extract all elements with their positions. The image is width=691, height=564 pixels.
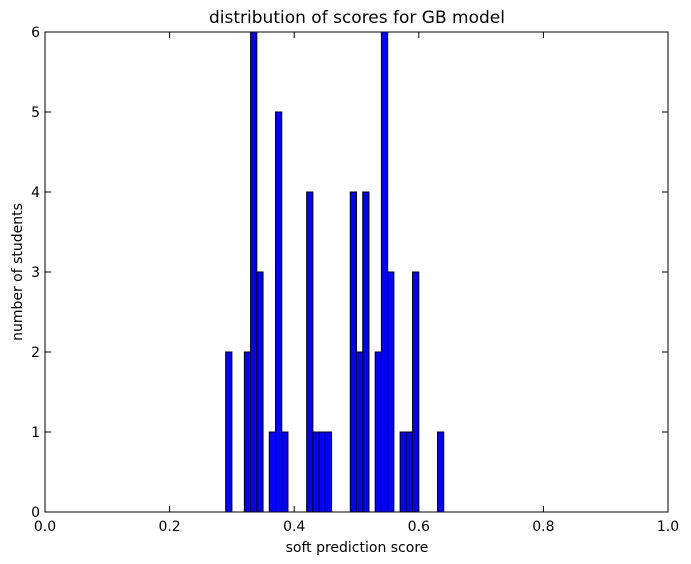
plot-frame xyxy=(44,31,669,513)
histogram-bar-1 xyxy=(243,351,252,513)
y-tick-label-1: 1 xyxy=(31,425,40,441)
y-tick-label-5: 5 xyxy=(31,105,40,121)
histogram-bar-8 xyxy=(312,431,320,513)
histogram-bar-15 xyxy=(380,31,389,513)
histogram-bar-11 xyxy=(349,191,357,513)
y-tick-label-2: 2 xyxy=(31,345,40,361)
x-tick-label-3: 0.6 xyxy=(408,519,430,535)
histogram-bar-0 xyxy=(225,351,233,513)
x-tick-label-4: 0.8 xyxy=(532,519,554,535)
x-tick-label-0: 0.0 xyxy=(34,519,56,535)
y-axis-title: number of students xyxy=(10,203,26,341)
histogram-bar-10 xyxy=(324,431,333,513)
y-tick-label-3: 3 xyxy=(31,265,40,281)
y-tick-label-4: 4 xyxy=(31,185,40,201)
x-tick-label-5: 1.0 xyxy=(657,519,679,535)
histogram-bar-17 xyxy=(399,431,407,513)
histogram-bar-6 xyxy=(281,431,289,513)
histogram-bar-20 xyxy=(436,431,445,513)
histogram-bar-19 xyxy=(412,271,420,513)
histogram-bar-12 xyxy=(356,351,364,513)
histogram-bar-13 xyxy=(362,191,370,513)
histogram-bar-2 xyxy=(250,31,258,513)
histogram-bar-4 xyxy=(268,431,277,513)
x-tick-label-2: 0.4 xyxy=(283,519,305,535)
histogram-bar-5 xyxy=(275,111,283,513)
histogram-bar-9 xyxy=(318,431,326,513)
bars-group xyxy=(225,31,445,513)
y-tick-label-6: 6 xyxy=(31,25,40,41)
histogram-bar-14 xyxy=(374,351,382,513)
chart-title: distribution of scores for GB model xyxy=(209,8,505,28)
histogram-bar-7 xyxy=(306,191,314,513)
x-axis-title: soft prediction score xyxy=(286,540,429,556)
y-tick-label-0: 0 xyxy=(31,505,40,521)
histogram-bar-3 xyxy=(256,271,264,513)
histogram-bar-18 xyxy=(405,431,414,513)
histogram-bar-16 xyxy=(387,271,395,513)
x-tick-label-1: 0.2 xyxy=(158,519,180,535)
